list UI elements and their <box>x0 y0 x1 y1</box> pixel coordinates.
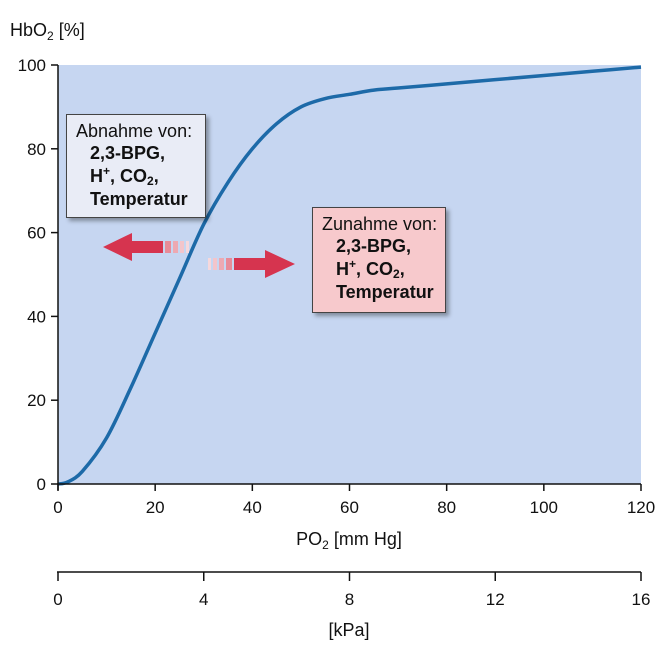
kpa-tick-label: 12 <box>486 590 505 609</box>
x-axis-label: PO2 [mm Hg] <box>296 529 402 552</box>
y-tick-label: 0 <box>37 475 46 494</box>
x-tick-label: 120 <box>627 498 655 517</box>
y-tick-label: 80 <box>27 140 46 159</box>
increase-annotation-box: Zunahme von: 2,3-BPG, H+, CO2, Temperatu… <box>312 207 446 313</box>
x-tick-label: 60 <box>340 498 359 517</box>
x-axis: 0 20 40 60 80 100 120 <box>53 483 655 517</box>
decrease-heading: Abnahme von: <box>76 121 193 141</box>
kpa-tick-label: 16 <box>632 590 651 609</box>
y-axis: 0 20 40 60 80 100 <box>18 56 59 494</box>
y-tick-label: 20 <box>27 391 46 410</box>
decrease-item-bpg: 2,3-BPG, <box>90 142 166 163</box>
left-shift-arrow <box>103 233 189 261</box>
y-tick-label: 40 <box>27 307 46 326</box>
right-shift-arrow <box>208 250 295 278</box>
x-tick-label: 0 <box>53 498 62 517</box>
x-tick-label: 80 <box>437 498 456 517</box>
series-line <box>57 65 642 486</box>
increase-item-h-co2: H+, CO2, <box>336 257 405 282</box>
decrease-item-temperature: Temperatur <box>90 188 188 209</box>
decrease-annotation-box: Abnahme von: 2,3-BPG, H+, CO2, Temperatu… <box>66 114 206 218</box>
increase-heading: Zunahme von: <box>322 214 438 234</box>
decrease-item-h-co2: H+, CO2, <box>90 164 159 189</box>
y-axis-label: HbO2 [%] <box>10 20 85 43</box>
x-tick-label: 20 <box>146 498 165 517</box>
y-tick-label: 100 <box>18 56 46 75</box>
kpa-tick-label: 0 <box>53 590 62 609</box>
y-tick-label: 60 <box>27 224 46 243</box>
kpa-tick-label: 8 <box>345 590 354 609</box>
increase-item-bpg: 2,3-BPG, <box>336 235 412 256</box>
secondary-x-axis-label: [kPa] <box>328 620 369 640</box>
x-tick-label: 100 <box>530 498 558 517</box>
kpa-tick-label: 4 <box>199 590 208 609</box>
secondary-x-axis: 0 4 8 12 16 <box>53 571 651 609</box>
x-tick-label: 40 <box>243 498 262 517</box>
increase-item-temperature: Temperatur <box>336 281 434 302</box>
